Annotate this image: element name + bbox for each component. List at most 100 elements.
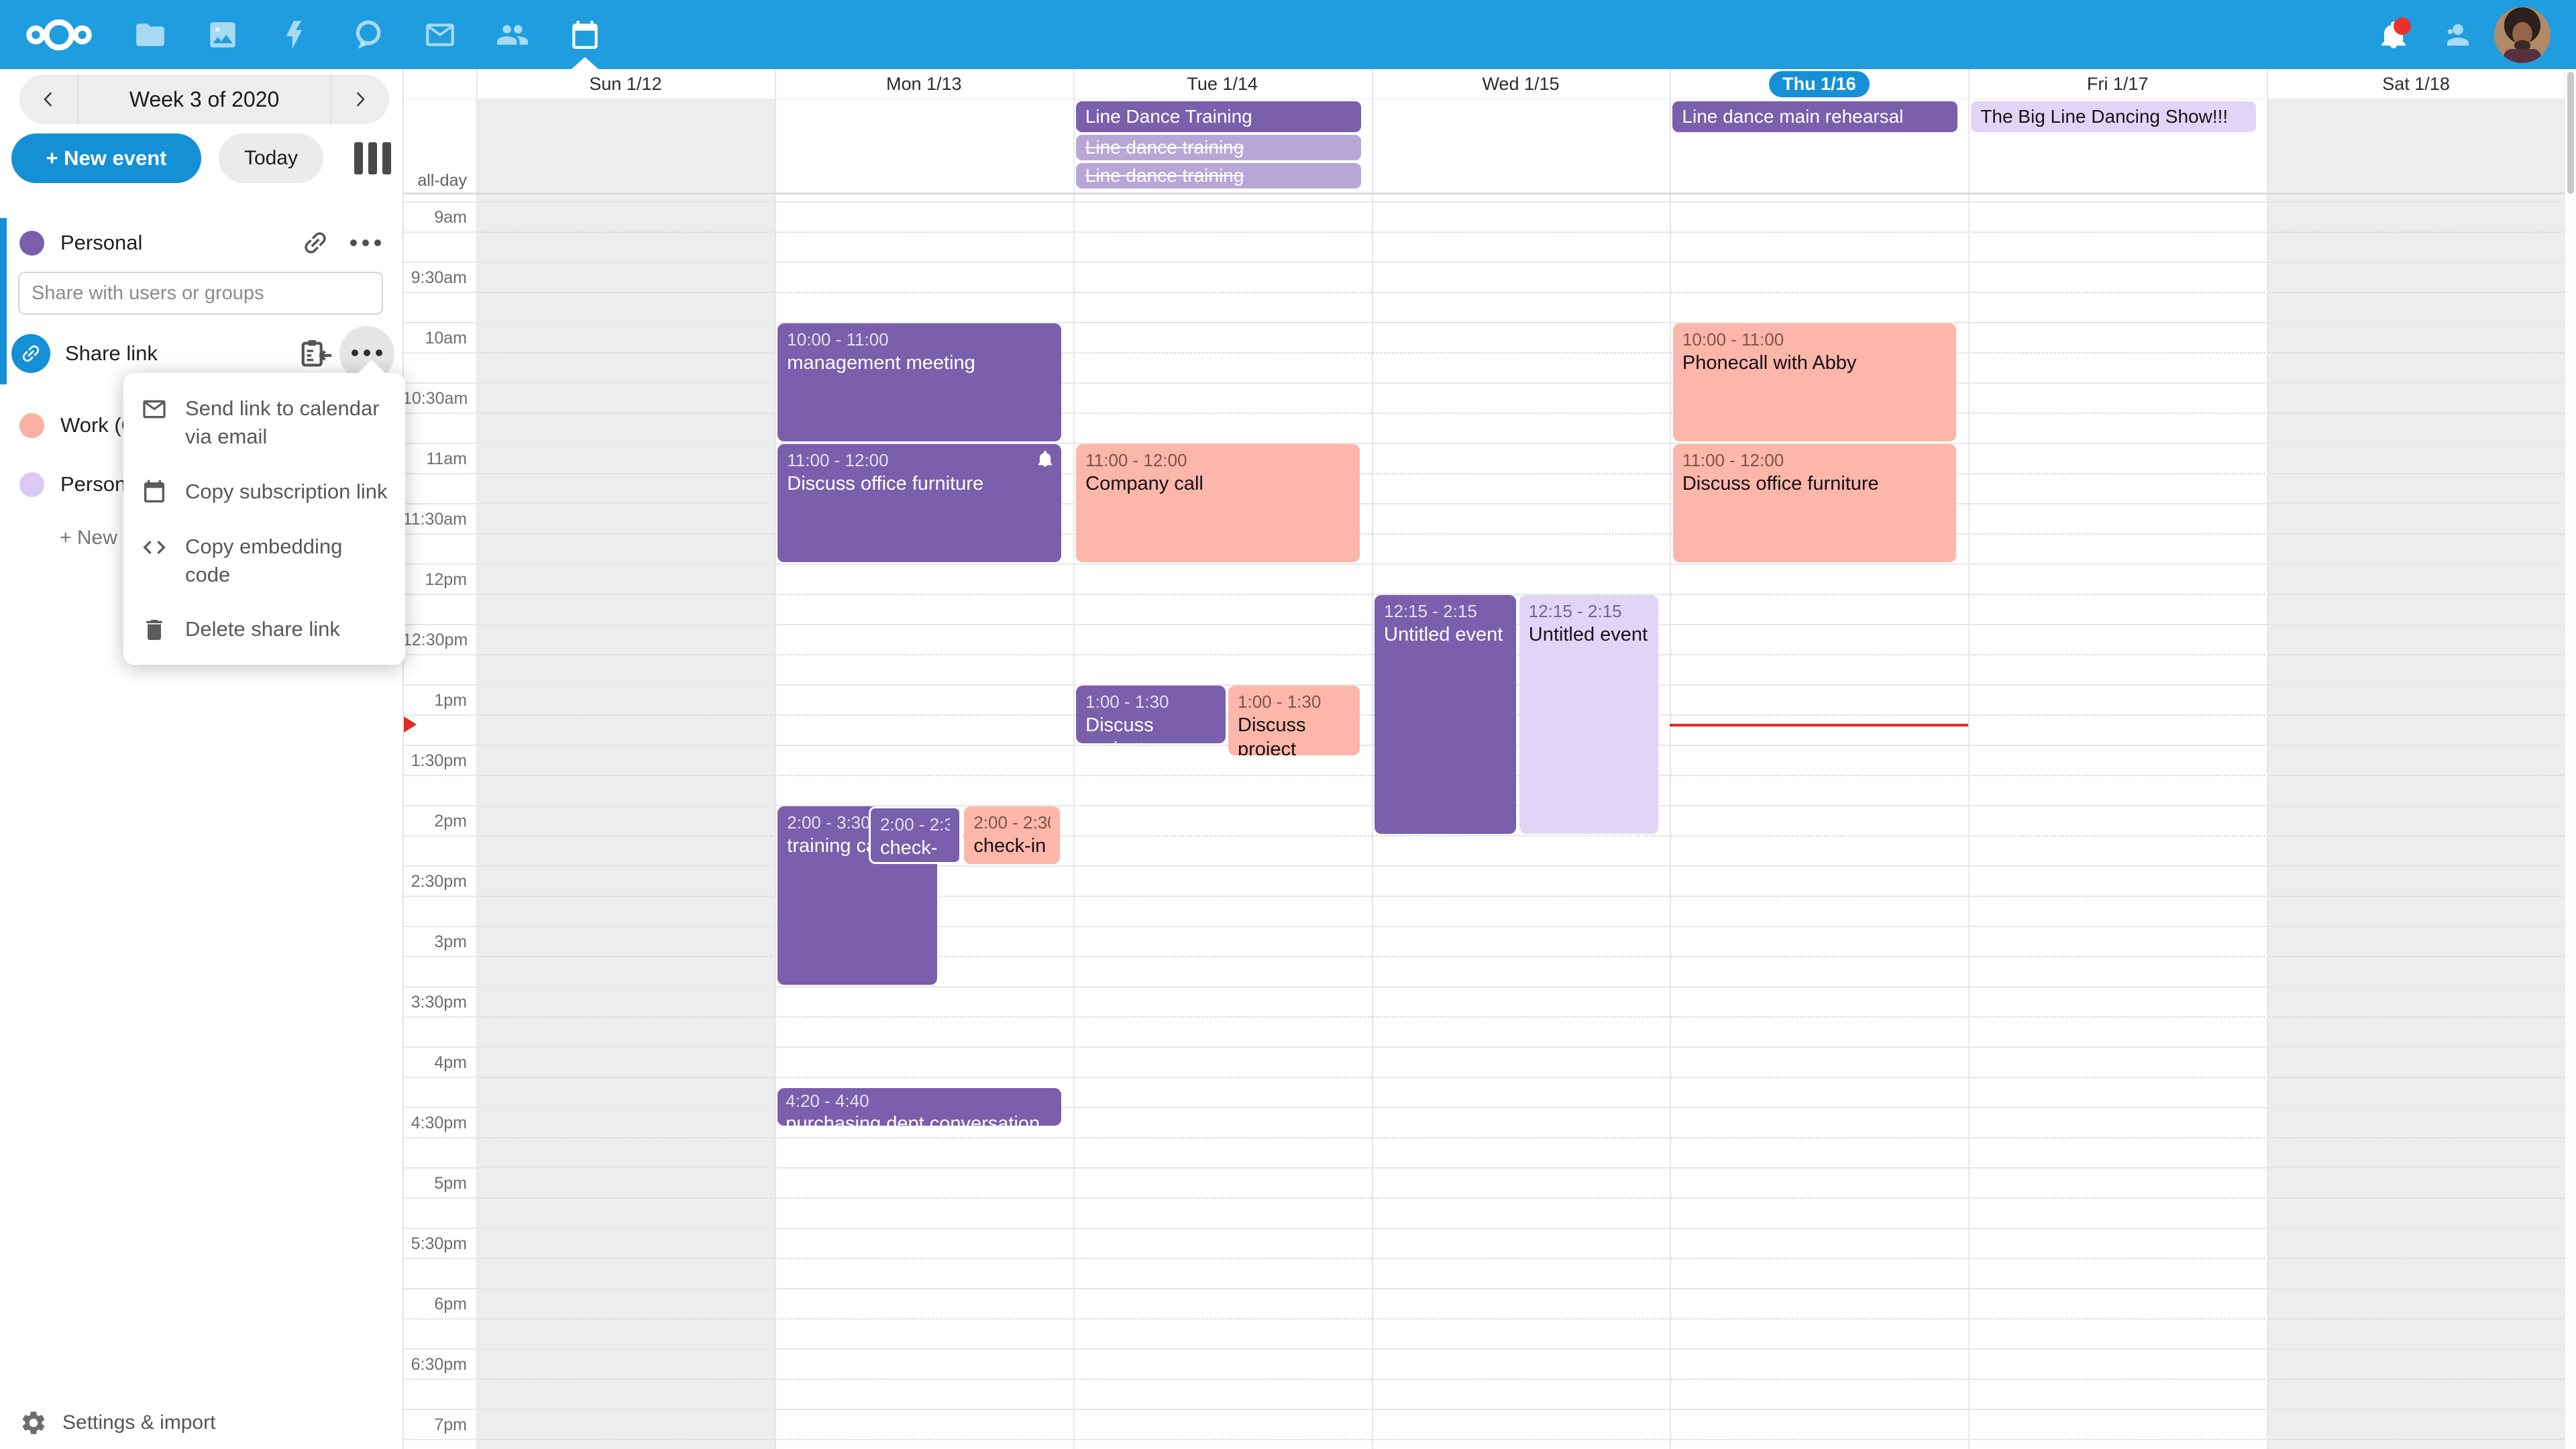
copy-to-clipboard-icon[interactable] xyxy=(299,335,333,372)
event-title: Discuss office furniture xyxy=(787,472,984,494)
notifications-bell-icon[interactable] xyxy=(2361,0,2426,69)
next-week-button[interactable] xyxy=(330,74,389,124)
calendar-sidebar: Week 3 of 2020 + New event Today Persona… xyxy=(0,69,404,1449)
week-navigation: Week 3 of 2020 xyxy=(19,74,389,124)
reminder-bell-icon xyxy=(1038,451,1053,467)
day-column[interactable] xyxy=(476,193,775,1449)
column-border xyxy=(1371,69,1373,1449)
menu-item-label: Delete share link xyxy=(185,617,340,641)
menu-item-label: Copy subscription link xyxy=(185,479,388,503)
vertical-scrollbar[interactable] xyxy=(2565,69,2576,1449)
sidebar-item-calendar-personal[interactable]: Personal xyxy=(0,222,402,264)
activity-app-icon[interactable] xyxy=(259,0,331,69)
settings-label: Settings & import xyxy=(62,1411,216,1434)
allday-event[interactable]: The Big Line Dancing Show!!! xyxy=(1971,101,2257,132)
calendar-actions-menu-icon[interactable] xyxy=(343,221,388,265)
day-header-thu[interactable]: Thu 1/16 xyxy=(1670,69,1968,99)
event[interactable]: 11:00 - 12:00 Company call xyxy=(1076,444,1360,562)
settings-and-import[interactable]: Settings & import xyxy=(19,1409,215,1437)
current-time-line xyxy=(1670,724,1969,727)
quarter-gridline xyxy=(402,896,2565,897)
day-column[interactable]: 11:00 - 12:00 Company call 1:00 - 1:30 Disc… xyxy=(1073,193,1372,1449)
event[interactable]: 12:15 - 2:15 Untitled event xyxy=(1375,595,1517,834)
week-label[interactable]: Week 3 of 2020 xyxy=(129,87,280,111)
new-calendar-link[interactable]: + New c xyxy=(60,527,133,549)
trash-icon xyxy=(146,620,162,641)
files-app-icon[interactable] xyxy=(114,0,186,69)
today-button[interactable]: Today xyxy=(218,133,323,183)
menu-item-delete-share-link[interactable]: Delete share link xyxy=(123,602,405,657)
contacts-app-icon[interactable] xyxy=(476,0,549,69)
share-with-users-input[interactable] xyxy=(18,272,383,315)
previous-week-button[interactable] xyxy=(19,74,78,124)
event-time: 12:15 - 2:15 xyxy=(1384,601,1477,621)
time-axis-label: 10:30am xyxy=(402,389,468,408)
day-header-tue[interactable]: Tue 1/14 xyxy=(1073,69,1372,99)
menu-item-send-link-email[interactable]: Send link to calendar via email xyxy=(123,381,405,464)
allday-event[interactable]: Line dance training xyxy=(1075,135,1361,160)
event[interactable]: 10:00 - 11:00 Phonecall with Abby xyxy=(1672,323,1957,441)
week-grid: 9am 9:30am 10am 10:30am 11am 11:30am 12pm 12:30… xyxy=(402,69,2567,1449)
column-border xyxy=(774,69,776,1449)
new-event-button[interactable]: + New event xyxy=(11,133,201,183)
hour-gridline xyxy=(402,503,2565,504)
photos-app-icon[interactable] xyxy=(186,0,259,69)
time-axis-label: 3:30pm xyxy=(411,993,467,1012)
time-axis-label: 9am xyxy=(434,208,467,227)
event[interactable]: 11:00 - 12:00 Discuss office furniture xyxy=(1672,444,1957,562)
day-column[interactable]: 10:00 - 11:00 management meeting 11:00 - 1… xyxy=(775,193,1073,1449)
day-header-wed[interactable]: Wed 1/15 xyxy=(1372,69,1670,99)
allday-event[interactable]: Line dance main rehearsal xyxy=(1672,101,1958,132)
event[interactable]: 10:00 - 11:00 management meeting xyxy=(777,323,1061,441)
time-axis-label: 7pm xyxy=(434,1415,467,1434)
allday-divider xyxy=(402,193,2565,195)
hour-gridline xyxy=(402,322,2565,323)
scrollbar-thumb[interactable] xyxy=(2567,72,2574,194)
contacts-menu-icon[interactable] xyxy=(2426,0,2490,69)
day-column[interactable]: 10:00 - 11:00 Phonecall with Abby 11:00 - … xyxy=(1670,193,1969,1449)
day-header-sun[interactable]: Sun 1/12 xyxy=(476,69,775,99)
talk-app-icon[interactable] xyxy=(331,0,404,69)
event[interactable]: 12:15 - 2:15 Untitled event xyxy=(1519,595,1658,834)
day-column[interactable] xyxy=(2267,193,2565,1449)
nextcloud-logo-icon[interactable] xyxy=(24,13,94,56)
menu-item-copy-subscription-link[interactable]: Copy subscription link xyxy=(123,464,405,519)
weekend-shading xyxy=(2267,99,2565,1449)
day-header-fri[interactable]: Fri 1/17 xyxy=(1968,69,2267,99)
event[interactable]: 11:00 - 12:00 Discuss office furniture xyxy=(777,444,1061,562)
menu-item-label: Copy embedding code xyxy=(185,534,343,586)
column-border xyxy=(1073,69,1075,1449)
hour-gridline xyxy=(402,986,2565,987)
time-axis-label: 6pm xyxy=(434,1295,467,1313)
view-switcher-icon[interactable] xyxy=(354,142,391,174)
user-avatar[interactable] xyxy=(2494,6,2551,63)
chevron-left-icon xyxy=(44,92,52,107)
event[interactable]: 4:20 - 4:40 purchasing dept conversation xyxy=(777,1087,1061,1126)
event-time: 10:00 - 11:00 xyxy=(787,329,889,350)
allday-event[interactable]: Line Dance Training xyxy=(1075,101,1361,132)
event-time: 10:00 - 11:00 xyxy=(1682,329,1784,350)
mail-app-icon[interactable] xyxy=(404,0,476,69)
day-header-sat[interactable]: Sat 1/18 xyxy=(2267,69,2565,99)
share-link-icon[interactable] xyxy=(301,228,330,258)
time-axis-label: 5pm xyxy=(434,1174,467,1193)
event-title: check-in xyxy=(879,837,938,863)
day-column[interactable] xyxy=(1968,193,2267,1449)
event-time: 12:15 - 2:15 xyxy=(1528,601,1622,621)
hour-gridline xyxy=(402,382,2565,384)
quarter-gridline xyxy=(402,1379,2565,1380)
event-title: Discuss project announcement xyxy=(1085,714,1154,744)
calendar-app-icon[interactable] xyxy=(549,0,621,69)
menu-item-copy-embedding-code[interactable]: Copy embedding code xyxy=(123,519,405,602)
day-header-label: Sat 1/18 xyxy=(2382,73,2450,94)
column-border xyxy=(476,69,478,1449)
quarter-gridline xyxy=(402,1258,2565,1259)
time-axis-label: 12pm xyxy=(425,570,467,589)
allday-event[interactable]: Line dance training xyxy=(1075,163,1361,189)
day-header-mon[interactable]: Mon 1/13 xyxy=(775,69,1073,99)
day-column[interactable]: 12:15 - 2:15 Untitled event 12:15 - 2:15 Un… xyxy=(1372,193,1670,1449)
